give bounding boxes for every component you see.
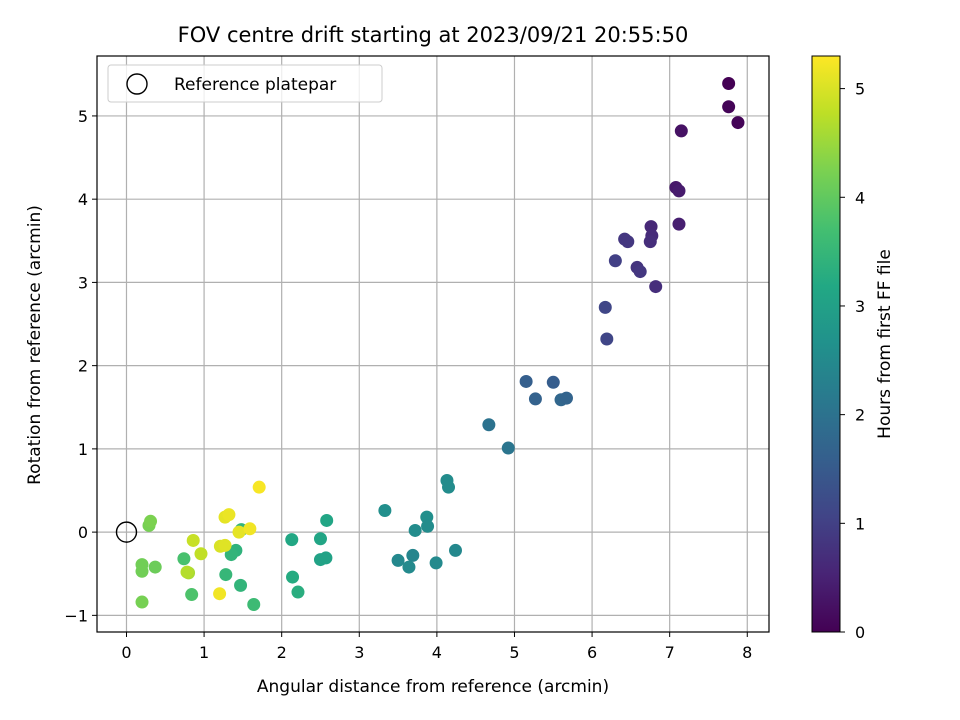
data-point <box>135 595 149 609</box>
data-point <box>224 548 238 562</box>
y-tick-label: 2 <box>78 357 88 376</box>
x-tick-label: 3 <box>354 643 364 662</box>
plot-area <box>97 56 769 632</box>
data-point <box>482 418 496 432</box>
x-tick-label: 2 <box>277 643 287 662</box>
legend-label: Reference platepar <box>174 75 336 95</box>
plot-frame <box>96 55 770 633</box>
data-point <box>185 588 199 602</box>
data-point <box>320 513 334 527</box>
data-point <box>148 560 162 574</box>
data-point <box>285 533 299 547</box>
data-point <box>243 522 257 536</box>
data-point <box>608 254 622 268</box>
colorbar-tick-label: 0 <box>855 623 865 642</box>
data-point <box>378 503 392 517</box>
data-point <box>180 565 194 579</box>
colorbar-tick-label: 1 <box>855 514 865 533</box>
data-point <box>600 332 614 346</box>
data-point <box>731 116 745 130</box>
colorbar-tick-label: 3 <box>855 297 865 316</box>
data-point <box>722 76 736 90</box>
y-tick-label: 3 <box>78 273 88 292</box>
data-point <box>528 392 542 406</box>
x-tick-label: 7 <box>665 643 675 662</box>
data-point <box>247 598 261 612</box>
y-axis-label: Rotation from reference (arcmin) <box>25 205 45 485</box>
y-tick-label: −1 <box>64 606 88 625</box>
data-point <box>319 551 333 565</box>
plot-background <box>97 56 769 632</box>
data-point <box>442 480 456 494</box>
data-point <box>391 553 405 567</box>
data-point <box>672 217 686 231</box>
data-point <box>598 300 612 314</box>
data-point <box>194 547 208 561</box>
data-point <box>408 523 422 537</box>
legend: Reference platepar <box>107 64 383 103</box>
data-point <box>429 556 443 570</box>
data-point <box>186 533 200 547</box>
x-tick-label: 5 <box>509 643 519 662</box>
y-tick-label: 1 <box>78 440 88 459</box>
colorbar-tick-label: 5 <box>855 80 865 99</box>
data-point <box>234 578 248 592</box>
data-point <box>402 560 416 574</box>
x-tick-label: 8 <box>742 643 752 662</box>
y-tick-label: 4 <box>78 190 88 209</box>
data-point <box>649 280 663 294</box>
data-point <box>313 532 327 546</box>
data-point <box>722 100 736 114</box>
legend-marker-icon <box>126 73 148 95</box>
data-point <box>674 124 688 138</box>
data-point <box>286 570 300 584</box>
x-tick-label: 1 <box>199 643 209 662</box>
data-point <box>643 235 657 249</box>
data-points <box>115 76 745 612</box>
colorbar-label: Hours from first FF file <box>875 249 895 439</box>
data-point <box>519 374 533 388</box>
x-tick-label: 6 <box>587 643 597 662</box>
data-point <box>621 235 635 249</box>
data-point <box>222 508 236 522</box>
data-point <box>501 441 515 455</box>
y-tick-label: 5 <box>78 107 88 126</box>
data-point <box>213 587 227 601</box>
colorbar-tick-label: 4 <box>855 188 865 207</box>
y-tick-label: 0 <box>78 523 88 542</box>
data-point <box>559 391 573 405</box>
data-point <box>291 585 305 599</box>
colorbar-gradient <box>811 55 841 633</box>
data-point <box>672 184 686 198</box>
reference-platepar-marker <box>115 521 138 543</box>
x-tick-label: 0 <box>121 643 131 662</box>
y-ticks: −1 0 1 2 3 4 5 <box>64 107 97 625</box>
data-point <box>546 375 560 389</box>
x-ticks: 0 1 2 3 4 5 6 7 8 <box>121 632 752 662</box>
x-tick-label: 4 <box>432 643 442 662</box>
data-point <box>135 564 149 578</box>
colorbar-tick-label: 2 <box>855 406 865 425</box>
x-axis-label: Angular distance from reference (arcmin) <box>257 677 609 697</box>
data-point <box>449 543 463 557</box>
data-point <box>406 548 420 562</box>
legend-box <box>107 64 383 103</box>
data-point <box>421 519 435 533</box>
data-point <box>218 538 232 552</box>
colorbar-ticks: 0 1 2 3 4 5 <box>840 80 865 642</box>
chart-title: FOV centre drift starting at 2023/09/21 … <box>178 23 689 47</box>
data-point <box>232 525 246 539</box>
data-point <box>177 552 191 566</box>
data-point <box>144 514 158 528</box>
colorbar: 0 1 2 3 4 5 Hours from first FF file <box>811 55 895 642</box>
data-point <box>633 265 647 279</box>
data-point <box>252 480 266 494</box>
data-point <box>219 568 233 582</box>
axes <box>96 55 770 633</box>
